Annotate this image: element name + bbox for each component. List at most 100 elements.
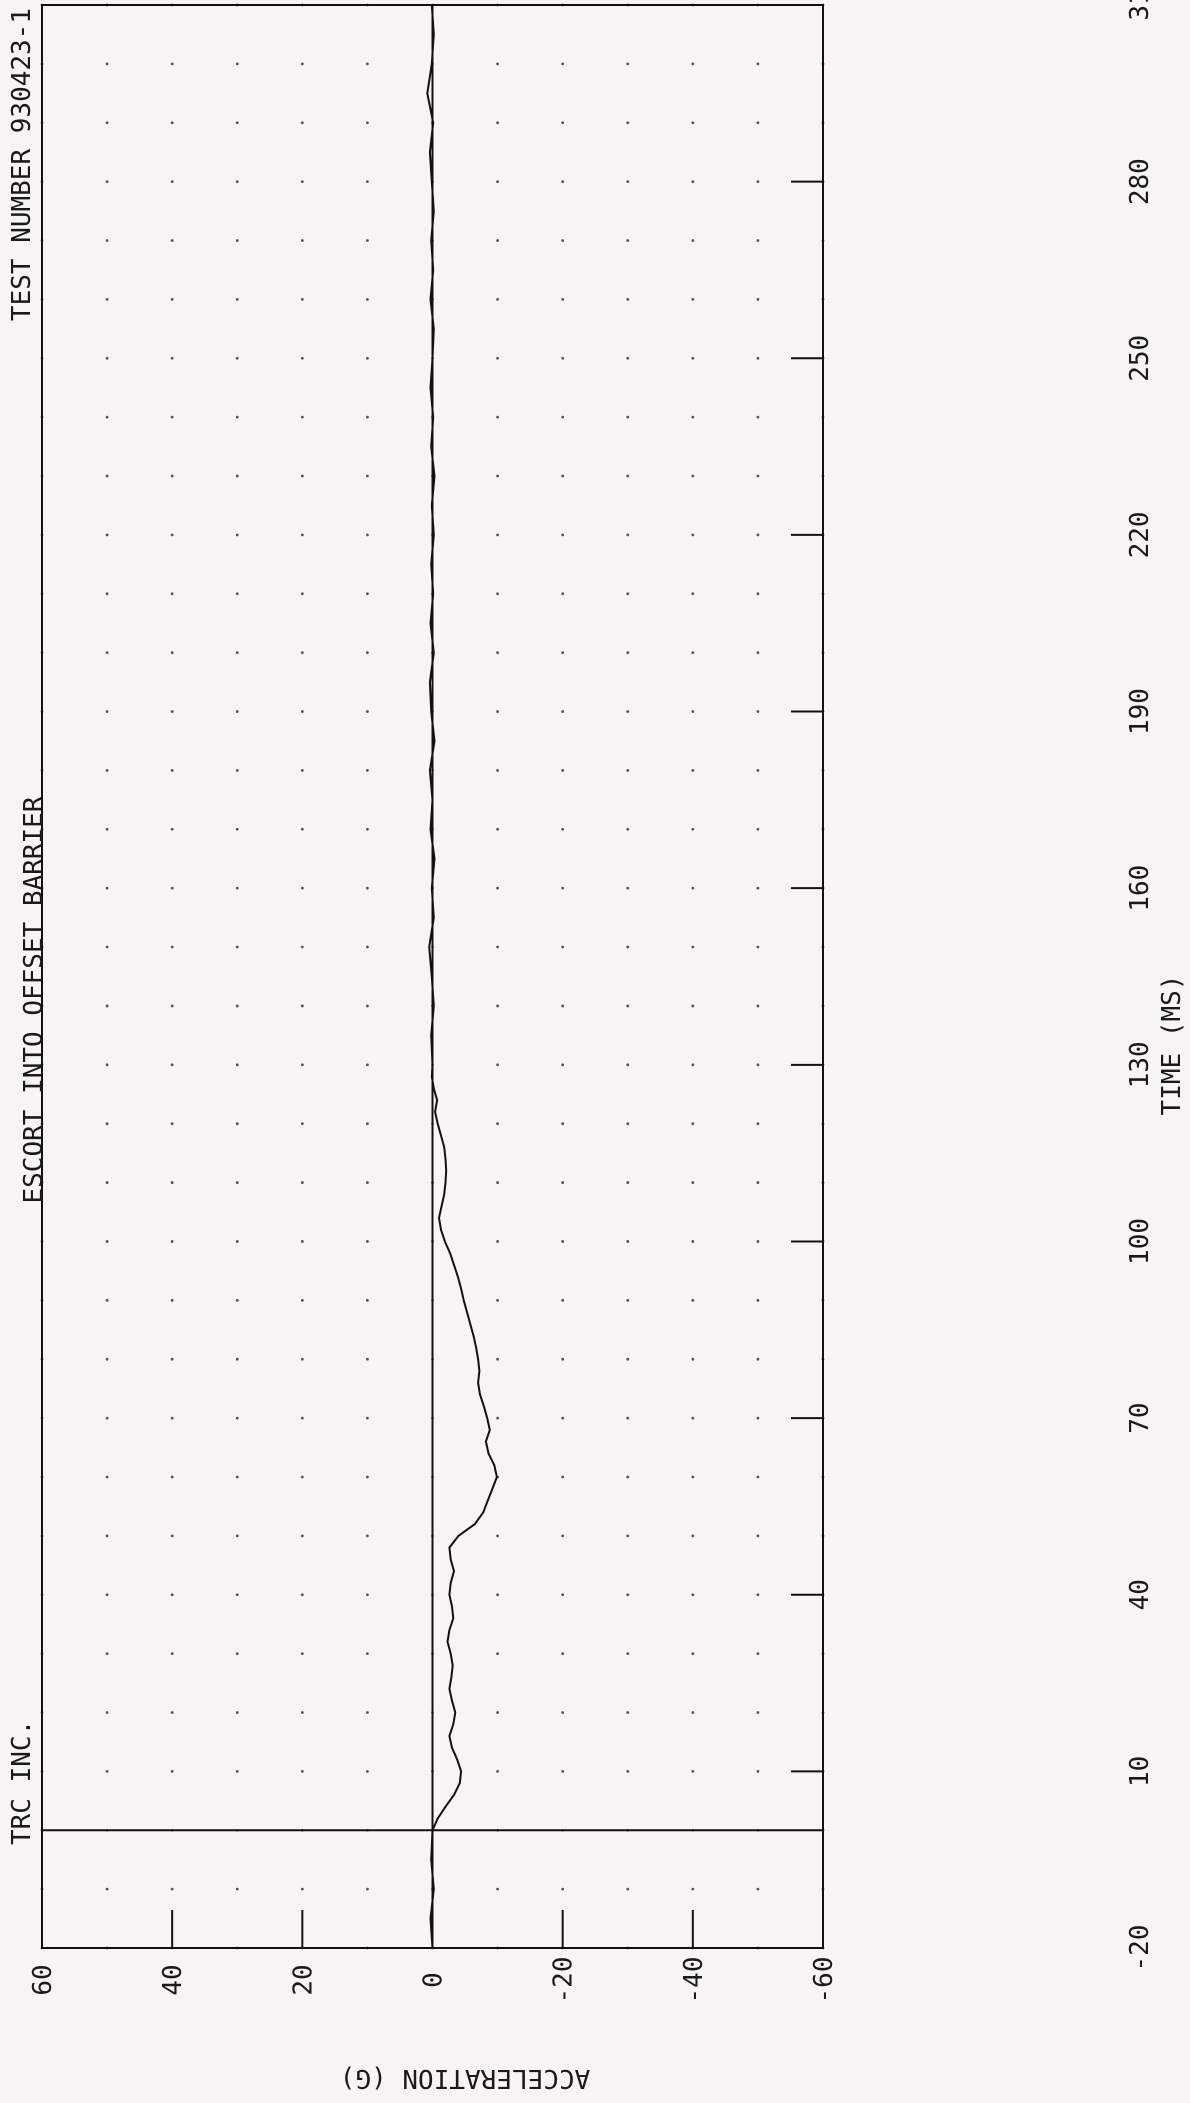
grid-dot — [105, 1534, 109, 1538]
grid-dot — [691, 121, 695, 125]
grid-dot — [626, 1652, 630, 1656]
grid-dot — [626, 180, 630, 184]
grid-dot — [300, 1063, 304, 1067]
grid-dot — [235, 1240, 239, 1243]
grid-dot — [170, 945, 174, 949]
grid-dot — [756, 121, 760, 125]
grid-dot — [561, 62, 565, 66]
grid-dot — [235, 180, 239, 184]
grid-dot — [366, 769, 369, 772]
grid-dot — [756, 533, 760, 537]
grid-dot — [105, 1593, 109, 1597]
grid-dot — [756, 1004, 760, 1008]
grid-dot — [496, 474, 499, 478]
grid-dot — [626, 1475, 630, 1479]
grid-dot — [300, 651, 304, 655]
grid-dot — [691, 239, 695, 242]
grid-dot — [496, 1357, 499, 1361]
grid-dot — [300, 1416, 304, 1420]
grid-dot — [170, 1652, 174, 1656]
grid-dot — [756, 1593, 760, 1597]
grid-dot — [366, 1181, 369, 1184]
grid-dot — [235, 1063, 239, 1067]
grid-dot — [105, 533, 109, 537]
grid-dot — [626, 1711, 630, 1714]
grid-dot — [300, 1711, 304, 1714]
grid-dot — [170, 415, 174, 419]
grid-dot — [300, 1181, 304, 1184]
grid-dot — [626, 769, 630, 772]
grid-dot — [366, 1534, 369, 1538]
grid-dot — [235, 1652, 239, 1656]
grid-dot — [496, 415, 499, 419]
grid-dot — [235, 62, 239, 66]
grid-dot — [691, 1063, 695, 1067]
grid-dot — [366, 121, 369, 125]
y-axis-label: ACCELERATION (G) — [340, 2063, 590, 2093]
grid-dot — [105, 121, 109, 125]
grid-dot — [300, 710, 304, 713]
grid-dot — [561, 297, 565, 301]
grid-dot — [235, 592, 239, 596]
grid-dot — [626, 1181, 630, 1184]
grid-dot — [170, 1416, 174, 1420]
grid-dot — [170, 1240, 174, 1243]
grid-dot — [626, 1357, 630, 1361]
grid-dot — [496, 356, 499, 360]
grid-dot — [300, 592, 304, 596]
grid-dot — [235, 710, 239, 713]
grid-dot — [756, 62, 760, 66]
grid-dot — [626, 710, 630, 713]
grid-dot — [170, 592, 174, 596]
grid-dot — [300, 1357, 304, 1361]
grid-dot — [561, 239, 565, 242]
grid-dot — [366, 533, 369, 537]
grid-dot — [691, 1534, 695, 1538]
grid-dot — [496, 1004, 499, 1008]
grid-dot — [561, 1004, 565, 1008]
grid-dot — [626, 62, 630, 66]
grid-dot — [170, 1711, 174, 1714]
grid-dot — [235, 356, 239, 360]
grid-dot — [105, 1240, 109, 1243]
grid-dot — [300, 886, 304, 890]
x-tick-label: 40 — [1125, 1579, 1155, 1610]
grid-dot — [756, 1181, 760, 1184]
grid-dot — [756, 1652, 760, 1656]
grid-dot — [496, 1887, 499, 1891]
grid-dot — [105, 297, 109, 301]
grid-dot — [366, 1887, 369, 1891]
grid-dot — [756, 1711, 760, 1714]
grid-dot — [105, 827, 109, 831]
grid-dot — [105, 592, 109, 596]
grid-dot — [561, 1298, 565, 1302]
grid-dot — [561, 474, 565, 478]
y-tick-label: 60 — [28, 1964, 58, 1995]
grid-dot — [105, 474, 109, 478]
grid-dot — [366, 1769, 369, 1773]
grid-dot — [366, 297, 369, 301]
grid-dot — [756, 1357, 760, 1361]
grid-dot — [300, 1593, 304, 1597]
grid-dot — [235, 945, 239, 949]
grid-dot — [626, 1122, 630, 1126]
grid-dot — [170, 1181, 174, 1184]
grid-dot — [626, 1769, 630, 1773]
grid-dot — [300, 1887, 304, 1891]
grid-dot — [756, 945, 760, 949]
grid-dot — [691, 1181, 695, 1184]
grid-dot — [691, 886, 695, 890]
grid-dot — [496, 180, 499, 184]
grid-dot — [496, 1298, 499, 1302]
grid-dot — [691, 1004, 695, 1008]
grid-dot — [235, 239, 239, 242]
y-tick-label: -60 — [809, 1957, 839, 2004]
grid-dot — [756, 297, 760, 301]
grid-dot — [561, 1122, 565, 1126]
grid-dot — [756, 415, 760, 419]
grid-dot — [235, 533, 239, 537]
grid-dot — [626, 1416, 630, 1420]
grid-dot — [300, 945, 304, 949]
grid-dot — [235, 1475, 239, 1479]
grid-dot — [170, 239, 174, 242]
